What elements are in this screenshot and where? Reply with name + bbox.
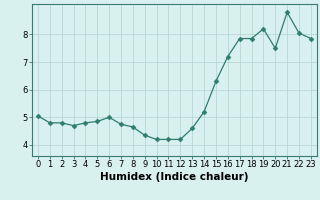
X-axis label: Humidex (Indice chaleur): Humidex (Indice chaleur) — [100, 172, 249, 182]
